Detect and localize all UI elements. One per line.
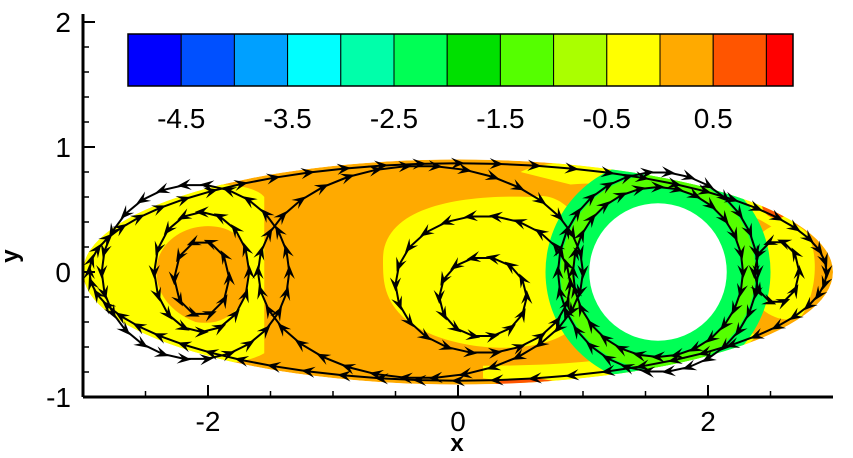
x-tick-label: -2 <box>196 406 221 437</box>
colorbar-swatch <box>765 33 794 87</box>
colorbar: -4.5 -3.5 -2.5 -1.5 -0.5 0.5 <box>127 33 794 134</box>
colorbar-swatch <box>340 33 395 87</box>
y-tick-label: 0 <box>55 257 71 288</box>
streamline <box>439 258 527 336</box>
colorbar-swatch <box>287 33 342 87</box>
colorbar-swatch <box>233 33 289 87</box>
colorbar-label: -3.5 <box>263 103 311 134</box>
field-region <box>761 188 792 219</box>
streamline <box>258 166 583 378</box>
colorbar-swatch <box>393 33 448 87</box>
streamline <box>174 243 229 314</box>
colorbar-swatch <box>712 33 767 87</box>
colorbar-label: -4.5 <box>157 103 205 134</box>
colorbar-swatch <box>606 33 661 87</box>
streamline <box>754 242 799 301</box>
colorbar-label: -1.5 <box>476 103 524 134</box>
colorbar-swatch <box>553 33 608 87</box>
cylinder-hole <box>589 203 727 341</box>
x-axis-title: x <box>450 430 464 457</box>
x-tick-label: 2 <box>700 406 716 437</box>
colorbar-swatch <box>180 33 235 87</box>
y-tick-label: -1 <box>46 382 71 413</box>
colorbar-swatch <box>446 33 501 87</box>
colorbar-label: -2.5 <box>370 103 418 134</box>
colorbar-label: 0.5 <box>694 103 733 134</box>
colorbar-swatch <box>659 33 714 87</box>
y-axis-title: y <box>0 249 24 263</box>
colorbar-swatch <box>127 33 182 87</box>
streamline <box>558 173 758 372</box>
y-tick-label: 2 <box>55 7 71 38</box>
field-region <box>654 160 700 174</box>
field-region <box>675 160 696 169</box>
y-tick-label: 1 <box>55 132 71 163</box>
colorbar-frame <box>127 33 794 87</box>
field-region <box>629 378 650 385</box>
axes: -2 0 2 -1 0 1 2 <box>46 7 833 437</box>
x-tick-label: 0 <box>450 406 466 437</box>
colorbar-label: -0.5 <box>583 103 631 134</box>
colorbar-swatch <box>499 33 555 87</box>
field-region <box>623 373 668 385</box>
streamline <box>102 185 290 359</box>
